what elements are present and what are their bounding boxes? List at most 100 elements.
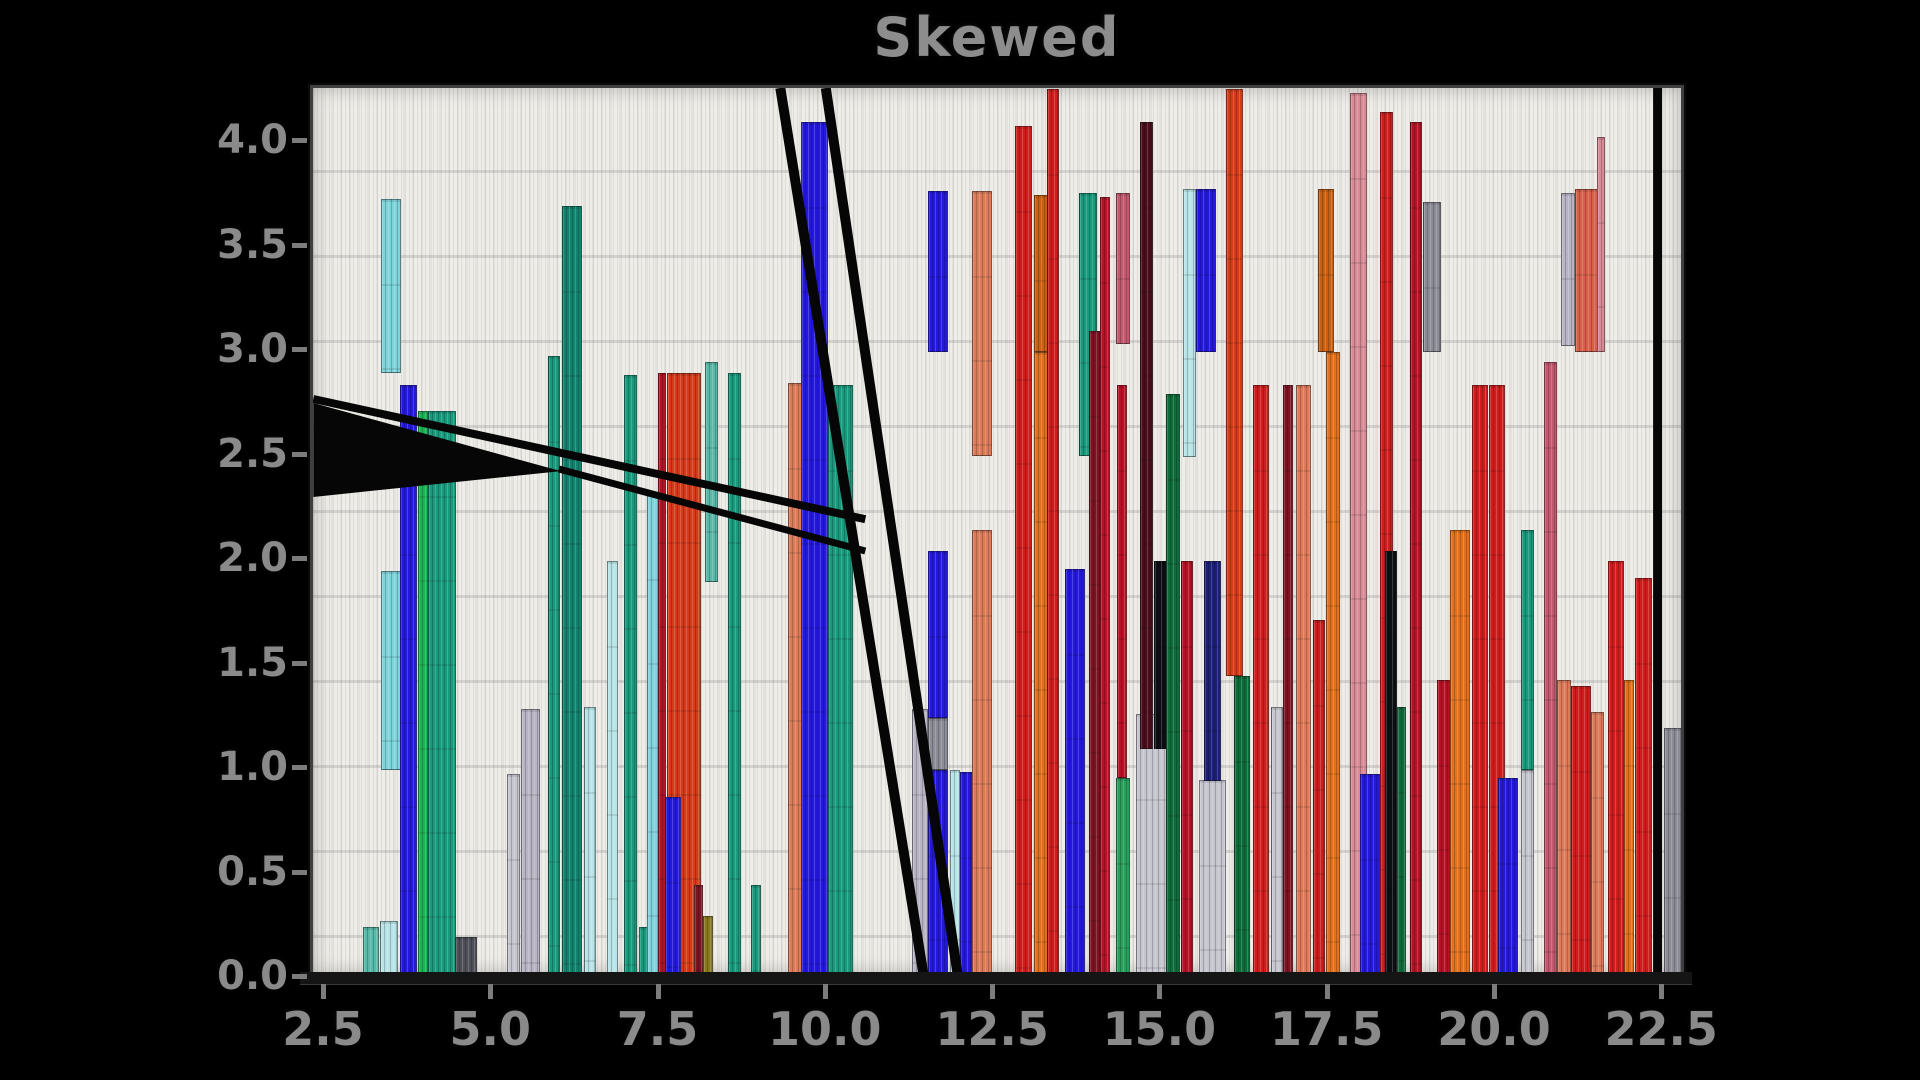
bar — [1521, 529, 1535, 770]
y-tick-mark — [292, 347, 307, 352]
bar — [750, 884, 761, 973]
bar — [928, 770, 949, 973]
x-tick-label: 22.5 — [1604, 1002, 1718, 1056]
bar — [1543, 362, 1558, 973]
bar — [1015, 126, 1032, 973]
annotation-line — [313, 395, 867, 524]
bar — [1349, 92, 1368, 973]
y-tick-label: 1.0 — [217, 744, 288, 790]
bar — [379, 920, 399, 973]
bar — [1099, 197, 1110, 973]
bar — [911, 709, 928, 973]
x-tick-mark — [655, 984, 661, 999]
bar — [506, 774, 520, 973]
bar — [1450, 529, 1471, 973]
bar — [1423, 201, 1441, 352]
bar — [1115, 778, 1131, 973]
x-tick-label: 12.5 — [935, 1002, 1049, 1056]
bar — [1154, 561, 1168, 750]
y-tick-mark — [292, 242, 307, 248]
bar — [623, 375, 638, 973]
bar — [1410, 122, 1422, 973]
y-tick-label: 2.5 — [217, 430, 288, 477]
bar — [1180, 561, 1193, 973]
bar — [1359, 774, 1380, 973]
bar — [1195, 189, 1216, 352]
bar — [1317, 189, 1334, 352]
bar — [561, 205, 582, 973]
bar — [1326, 352, 1340, 973]
y-tick-mark — [292, 765, 307, 770]
bar — [1116, 385, 1127, 779]
bar — [1115, 193, 1131, 344]
bar — [399, 385, 417, 973]
bar — [380, 199, 401, 373]
plot-area — [310, 85, 1684, 976]
bar — [1379, 111, 1394, 973]
x-tick-label: 15.0 — [1102, 1002, 1217, 1056]
chart-title: Skewed — [873, 6, 1121, 69]
bar — [1624, 680, 1635, 973]
bar — [1664, 728, 1681, 973]
bar — [1608, 561, 1625, 973]
bar — [638, 926, 648, 973]
x-tick-label: 7.5 — [616, 1002, 699, 1056]
y-tick-label: 3.5 — [217, 221, 288, 268]
bar — [1282, 385, 1293, 973]
x-tick-label: 20.0 — [1437, 1002, 1551, 1056]
bar — [454, 937, 478, 973]
bar — [607, 561, 618, 973]
bar — [928, 717, 949, 770]
x-tick-mark — [1324, 984, 1330, 999]
y-tick-label: 3.0 — [217, 326, 288, 372]
y-tick-mark — [292, 138, 307, 143]
bar — [1384, 550, 1397, 973]
bar — [1396, 707, 1406, 973]
bar — [971, 191, 992, 457]
x-tick-mark — [822, 984, 828, 999]
x-tick-mark — [1492, 984, 1497, 999]
y-tick-mark — [292, 660, 307, 666]
bar — [521, 709, 541, 973]
bar — [657, 372, 666, 973]
bar — [704, 362, 719, 582]
bar — [928, 191, 949, 352]
bar — [380, 571, 401, 770]
y-tick-mark — [292, 556, 307, 561]
x-tick-label: 5.0 — [449, 1002, 532, 1056]
x-tick-mark — [321, 984, 326, 999]
bar — [727, 372, 741, 973]
x-tick-mark — [1659, 984, 1665, 999]
bar — [694, 884, 704, 973]
bar — [362, 926, 380, 973]
bar — [1253, 385, 1270, 973]
y-tick-mark — [292, 869, 307, 875]
bar — [703, 916, 713, 973]
bar — [664, 797, 681, 973]
bar — [1166, 393, 1180, 973]
bar — [1139, 122, 1153, 750]
bar — [418, 410, 428, 973]
bar — [548, 356, 561, 973]
x-tick-label: 17.5 — [1269, 1002, 1384, 1056]
bar — [1557, 680, 1571, 973]
bar — [1590, 711, 1604, 973]
y-tick-mark — [292, 451, 307, 457]
bar — [827, 385, 854, 973]
bar — [801, 122, 828, 973]
bar — [1226, 88, 1244, 676]
bar — [1182, 189, 1196, 457]
bar — [1047, 88, 1060, 973]
x-axis-line — [300, 972, 1692, 984]
bar — [1561, 193, 1575, 346]
x-tick-label: 10.0 — [768, 1002, 882, 1056]
x-tick-mark — [990, 984, 996, 999]
bar — [1436, 680, 1451, 973]
bar — [949, 770, 960, 973]
bar — [1203, 561, 1222, 781]
bar — [1570, 686, 1591, 973]
bar — [584, 707, 597, 973]
y-tick-label: 2.0 — [217, 535, 288, 581]
bar — [1313, 619, 1325, 973]
